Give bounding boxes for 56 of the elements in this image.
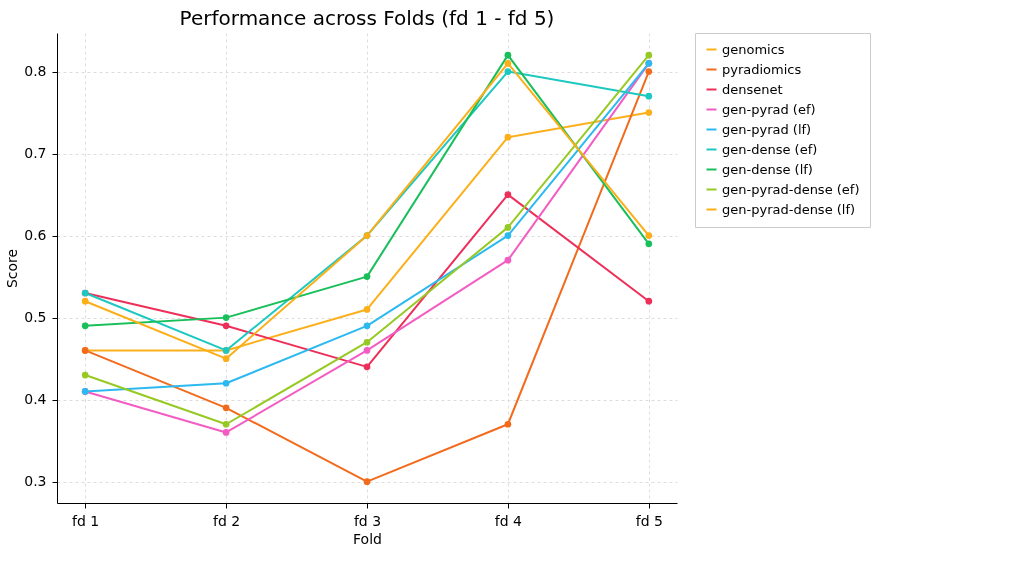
point — [81, 322, 89, 330]
legend-label: gen-pyrad (lf) — [722, 121, 812, 137]
point — [504, 420, 512, 428]
y-tick-label: 0.4 — [24, 391, 47, 408]
point — [363, 306, 371, 313]
point — [645, 68, 653, 75]
legend-label: gen-dense (ef) — [722, 141, 818, 157]
legend-label: gen-pyrad-dense (lf) — [722, 201, 856, 217]
point — [81, 297, 89, 305]
point — [504, 133, 512, 141]
legend-label: gen-pyrad (ef) — [722, 101, 816, 117]
x-tick-label: fd 3 — [353, 512, 382, 529]
chart-title: Performance across Folds (fd 1 - fd 5) — [179, 5, 555, 30]
legend-label: genomics — [722, 41, 785, 57]
point — [363, 347, 371, 354]
point — [222, 379, 230, 387]
legend-label: densenet — [722, 81, 783, 97]
y-tick-label: 0.7 — [24, 145, 47, 162]
point — [504, 232, 512, 239]
x-axis-title: Fold — [353, 530, 382, 547]
x-tick-label: fd 5 — [635, 512, 663, 529]
point — [504, 51, 512, 59]
point — [222, 420, 230, 428]
point — [504, 60, 512, 67]
point — [504, 256, 512, 264]
point — [222, 322, 230, 330]
legend-label: gen-dense (lf) — [722, 161, 813, 177]
point — [363, 478, 371, 486]
x-tick-label: fd 1 — [72, 512, 100, 529]
point — [504, 191, 512, 198]
point — [222, 404, 230, 412]
legend-label: gen-pyrad-dense (ef) — [722, 181, 860, 197]
point — [645, 240, 653, 248]
point — [222, 314, 230, 321]
point — [504, 68, 512, 75]
y-tick-label: 0.5 — [24, 309, 47, 326]
point — [645, 297, 653, 305]
point — [363, 322, 371, 330]
y-tick-label: 0.6 — [24, 227, 47, 244]
point — [504, 224, 512, 231]
y-tick-label: 0.8 — [24, 63, 47, 80]
x-tick-label: fd 4 — [494, 512, 523, 529]
point — [363, 338, 371, 346]
point — [645, 92, 653, 100]
y-axis-title: Score — [4, 248, 21, 289]
point — [363, 363, 371, 371]
y-tick-label: 0.3 — [24, 473, 47, 490]
point — [363, 273, 371, 280]
point — [645, 109, 653, 116]
point — [645, 232, 653, 239]
point — [222, 355, 230, 362]
x-tick-label: fd 2 — [213, 512, 241, 529]
legend-label: pyradiomics — [722, 61, 802, 77]
point — [222, 429, 230, 436]
point — [81, 371, 89, 379]
point — [645, 51, 653, 59]
